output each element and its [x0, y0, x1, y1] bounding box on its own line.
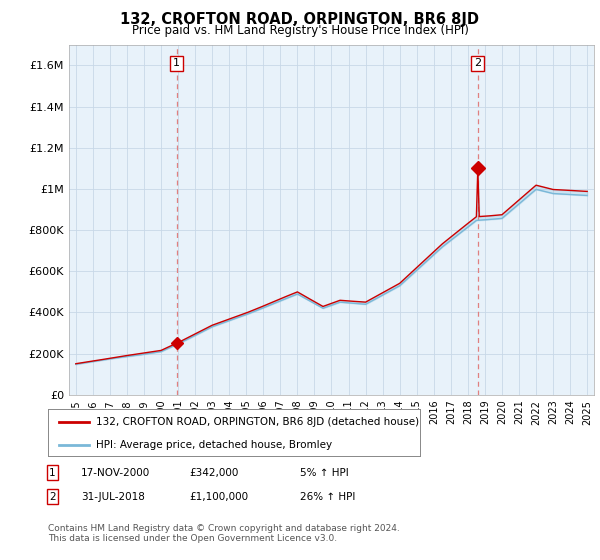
- Text: 1: 1: [49, 468, 56, 478]
- Text: 31-JUL-2018: 31-JUL-2018: [81, 492, 145, 502]
- Text: 2: 2: [474, 58, 481, 68]
- Text: 2: 2: [49, 492, 56, 502]
- Text: 17-NOV-2000: 17-NOV-2000: [81, 468, 150, 478]
- Text: Contains HM Land Registry data © Crown copyright and database right 2024.
This d: Contains HM Land Registry data © Crown c…: [48, 524, 400, 543]
- Text: 5% ↑ HPI: 5% ↑ HPI: [300, 468, 349, 478]
- Text: 26% ↑ HPI: 26% ↑ HPI: [300, 492, 355, 502]
- Text: Price paid vs. HM Land Registry's House Price Index (HPI): Price paid vs. HM Land Registry's House …: [131, 24, 469, 37]
- Text: 1: 1: [173, 58, 180, 68]
- Text: £1,100,000: £1,100,000: [189, 492, 248, 502]
- Text: HPI: Average price, detached house, Bromley: HPI: Average price, detached house, Brom…: [97, 440, 332, 450]
- Text: 132, CROFTON ROAD, ORPINGTON, BR6 8JD: 132, CROFTON ROAD, ORPINGTON, BR6 8JD: [121, 12, 479, 27]
- Text: £342,000: £342,000: [189, 468, 238, 478]
- Text: 132, CROFTON ROAD, ORPINGTON, BR6 8JD (detached house): 132, CROFTON ROAD, ORPINGTON, BR6 8JD (d…: [97, 417, 419, 427]
